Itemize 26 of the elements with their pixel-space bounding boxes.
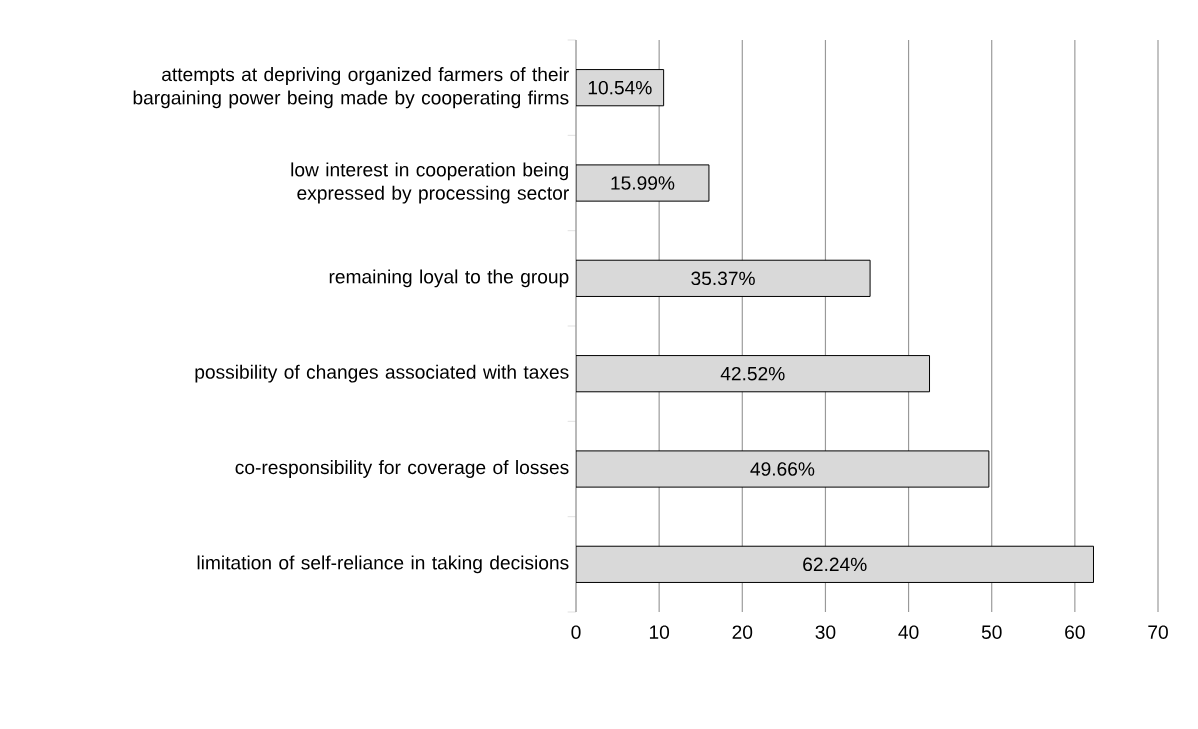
data-label: 42.52%	[720, 366, 785, 381]
x-tick-label: 30	[815, 625, 836, 639]
y-tick-label: low interest in cooperation being expressed by processing sector	[291, 162, 569, 204]
bar	[576, 355, 931, 393]
bar	[576, 545, 1094, 583]
y-tick-label: attempts at depriving organized farmers of their bargaining power being made by cooperating firms	[133, 67, 569, 109]
y-tick-label: remaining loyal to the group	[329, 269, 569, 288]
bar	[576, 259, 871, 297]
x-tick-label: 20	[732, 625, 753, 639]
y-tick-label: limitation of self-reliance in taking decisions	[197, 555, 569, 574]
bar	[576, 69, 665, 107]
data-label: 35.37%	[691, 271, 755, 286]
y-tick-label: possibility of changes associated with taxes	[195, 364, 569, 383]
data-label: 10.54%	[588, 80, 652, 95]
x-tick-label: 70	[1148, 625, 1168, 639]
x-tick-label: 60	[1065, 625, 1085, 639]
x-tick-label: 50	[981, 625, 1002, 639]
x-tick-label: 40	[898, 625, 919, 639]
data-label: 15.99%	[611, 176, 675, 190]
y-tick-label: co-responsibility for coverage of losses	[235, 460, 569, 478]
bar	[576, 164, 710, 202]
data-label: 62.24%	[803, 557, 867, 572]
x-tick-label: 10	[649, 625, 670, 639]
data-label: 49.66%	[750, 462, 815, 476]
x-tick-label: 0	[571, 625, 581, 639]
bar	[576, 450, 990, 488]
